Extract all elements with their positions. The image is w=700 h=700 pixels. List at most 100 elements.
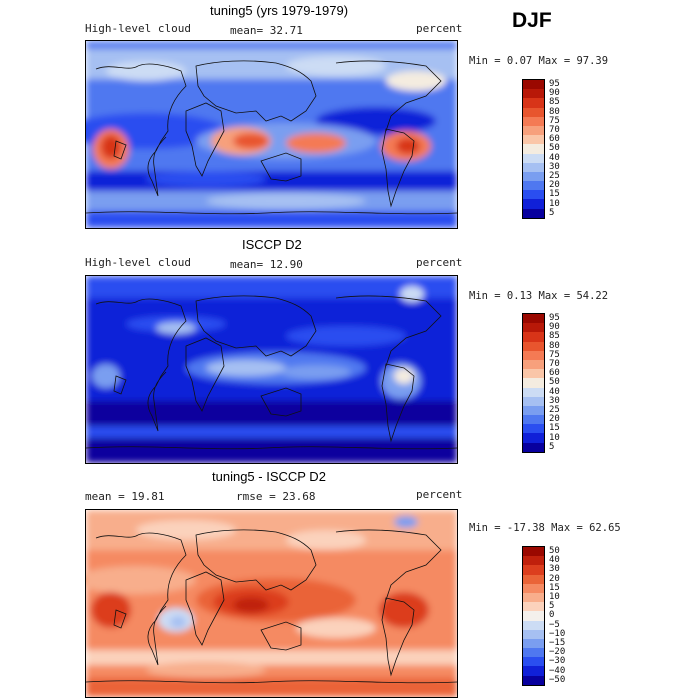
colorbar-tick-label: 0 (549, 610, 555, 621)
colorbar-segment (523, 629, 544, 639)
colorbar-tick-label: 50 (549, 546, 560, 556)
panel2-map-svg (86, 276, 457, 463)
colorbar-tick-label: 60 (549, 134, 560, 145)
panel2-map (85, 275, 458, 464)
colorbar-segment (523, 181, 544, 191)
colorbar-segment (523, 602, 544, 612)
panel1-title: tuning5 (yrs 1979-1979) (210, 3, 349, 18)
colorbar-segment (523, 556, 544, 566)
colorbar-segment (523, 89, 544, 99)
colorbar-segment (523, 98, 544, 108)
colorbar-tick-label: −40 (549, 665, 566, 676)
panel3-minmax: Min = -17.38 Max = 62.65 (469, 522, 621, 534)
colorbar-tick-label: 30 (549, 161, 560, 172)
colorbar-segment (523, 638, 544, 649)
colorbar-segment (523, 442, 544, 452)
colorbar-segment (523, 359, 544, 370)
colorbar-segment (523, 396, 544, 406)
panel3-map (85, 509, 458, 698)
colorbar-segment (523, 190, 544, 200)
colorbar-tick-label: 85 (549, 97, 560, 108)
panel3-rmse: rmse = 23.68 (236, 490, 316, 503)
panel1-minmax: Min = 0.07 Max = 97.39 (469, 55, 609, 67)
season-label: DJF (512, 9, 552, 32)
colorbar-tick-label: 10 (549, 432, 560, 443)
colorbar-segment (523, 369, 544, 379)
colorbar-tick-label: 20 (549, 414, 560, 425)
colorbar-tick-label: 25 (549, 405, 560, 415)
panel3-title: tuning5 - ISCCP D2 (212, 469, 326, 484)
panel1-unit: percent (416, 22, 463, 35)
colorbar-tick-label: 95 (549, 79, 560, 89)
panel3-coastlines (86, 529, 457, 684)
colorbar-tick-label: 70 (549, 359, 560, 369)
colorbar-segment (523, 153, 544, 163)
colorbar-segment (523, 144, 544, 154)
colorbar-segment (523, 387, 544, 397)
panel3-mean: mean = 19.81 (85, 490, 165, 503)
colorbar-segment (523, 135, 544, 145)
panel3-map-svg (86, 510, 457, 697)
colorbar-segment (523, 415, 544, 425)
colorbar-segment (523, 80, 544, 90)
colorbar-tick-label: 20 (549, 180, 560, 191)
colorbar-segment (523, 116, 544, 126)
colorbar-tick-label: 50 (549, 377, 560, 388)
panel1-colorbar (522, 79, 545, 219)
panel3-unit: percent (416, 488, 463, 501)
colorbar-tick-label: 60 (549, 368, 560, 379)
colorbar-tick-label: 15 (549, 189, 560, 200)
colorbar-segment (523, 199, 544, 209)
colorbar-tick-label: −50 (549, 674, 566, 685)
colorbar-segment (523, 433, 544, 443)
colorbar-tick-label: 5 (549, 441, 555, 452)
panel2-unit: percent (416, 256, 463, 269)
colorbar-tick-label: 90 (549, 88, 560, 99)
colorbar-tick-label: 15 (549, 423, 560, 434)
panel1-variable-label: High-level cloud (85, 22, 191, 35)
panel1-coastlines (86, 60, 457, 215)
panel1-map-svg (86, 41, 457, 228)
colorbar-tick-label: −30 (549, 656, 566, 667)
colorbar-segment (523, 547, 544, 557)
colorbar-tick-label: 10 (549, 198, 560, 209)
colorbar-tick-label: 20 (549, 573, 560, 584)
colorbar-tick-label: 80 (549, 340, 560, 351)
colorbar-tick-label: −20 (549, 647, 566, 658)
panel2-variable-label: High-level cloud (85, 256, 191, 269)
colorbar-segment (523, 648, 544, 658)
colorbar-segment (523, 675, 544, 685)
colorbar-segment (523, 350, 544, 360)
colorbar-segment (523, 565, 544, 575)
colorbar-segment (523, 332, 544, 342)
colorbar-tick-label: 10 (549, 592, 560, 602)
colorbar-segment (523, 583, 544, 593)
panel2-coastlines (86, 295, 457, 450)
colorbar-tick-label: 40 (549, 152, 560, 163)
colorbar-segment (523, 611, 544, 621)
colorbar-tick-label: 75 (549, 115, 560, 126)
colorbar-segment (523, 592, 544, 603)
colorbar-segment (523, 574, 544, 584)
colorbar-segment (523, 171, 544, 182)
colorbar-tick-label: 5 (549, 601, 555, 612)
colorbar-segment (523, 620, 544, 630)
colorbar-tick-label: 70 (549, 125, 560, 135)
colorbar-segment (523, 162, 544, 172)
colorbar-tick-label: 5 (549, 207, 555, 218)
colorbar-tick-label: 30 (549, 564, 560, 575)
panel1-map (85, 40, 458, 229)
colorbar-tick-label: 50 (549, 143, 560, 154)
colorbar-segment (523, 378, 544, 388)
colorbar-tick-label: 40 (549, 386, 560, 397)
panel3-colorbar (522, 546, 545, 686)
colorbar-segment (523, 424, 544, 434)
colorbar-segment (523, 405, 544, 416)
panel2-mean: mean= 12.90 (230, 258, 303, 271)
colorbar-tick-label: −10 (549, 628, 566, 639)
colorbar-segment (523, 666, 544, 676)
colorbar-tick-label: 95 (549, 313, 560, 323)
colorbar-segment (523, 657, 544, 667)
colorbar-segment (523, 208, 544, 218)
panel1-mean: mean= 32.71 (230, 24, 303, 37)
